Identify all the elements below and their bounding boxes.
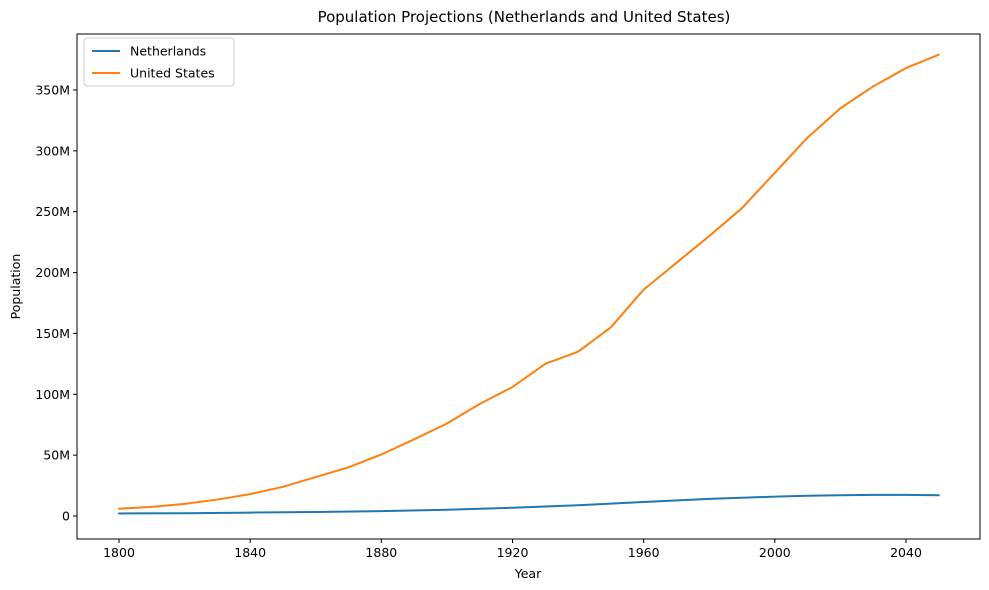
y-tick-label: 200M	[35, 265, 70, 280]
x-tick-label: 1920	[497, 545, 529, 560]
x-tick-label: 2040	[890, 545, 922, 560]
series-line-united-states	[118, 53, 940, 510]
y-tick-label: 250M	[35, 204, 70, 219]
y-axis-label: Population	[8, 254, 23, 320]
x-tick-label: 1880	[365, 545, 397, 560]
y-tick-label: 0	[62, 509, 70, 524]
x-tick-label: 1800	[103, 545, 135, 560]
series-layer	[118, 53, 940, 515]
x-tick-label: 2000	[759, 545, 791, 560]
x-axis-label: Year	[514, 566, 542, 581]
y-tick-label: 150M	[35, 326, 70, 341]
y-tick-label: 300M	[35, 143, 70, 158]
y-tick-label: 50M	[43, 448, 70, 463]
x-tick-label: 1960	[628, 545, 660, 560]
x-tick-label: 1840	[234, 545, 266, 560]
y-tick-label: 350M	[35, 83, 70, 98]
legend-label-united-states: United States	[130, 66, 215, 81]
legend-label-netherlands: Netherlands	[130, 44, 206, 59]
y-axis-ticks: 0 50M 100M 150M 200M 250M 300M 350M	[35, 83, 77, 524]
plot-area-frame	[76, 33, 981, 540]
x-axis-ticks: 1800 1840 1880 1920 1960 2000 2040	[103, 539, 922, 560]
legend: Netherlands United States	[83, 37, 235, 87]
chart-title: Population Projections (Netherlands and …	[318, 8, 731, 26]
series-line-netherlands	[118, 493, 940, 515]
y-tick-label: 100M	[35, 387, 70, 402]
legend-box	[83, 37, 235, 87]
